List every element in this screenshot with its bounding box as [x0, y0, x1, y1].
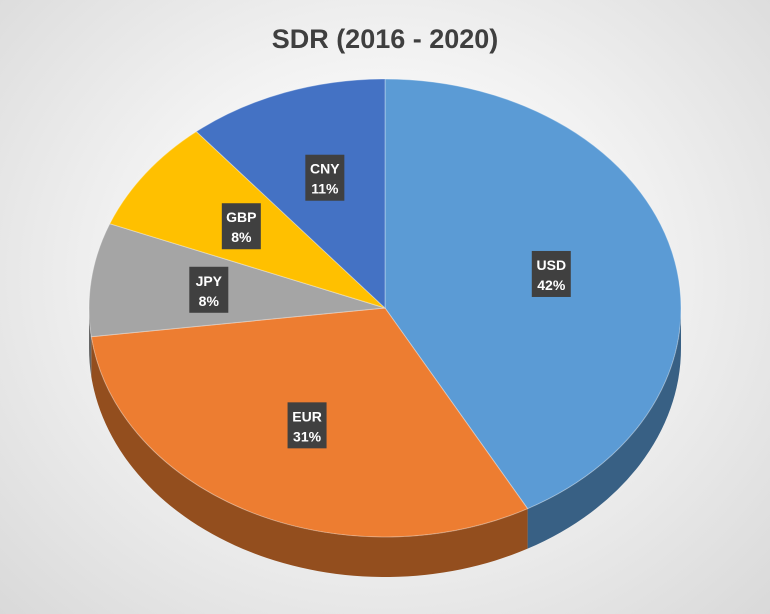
- data-label-category: GBP: [226, 209, 256, 225]
- slice-side-usd: [527, 308, 681, 549]
- data-label-box: [531, 250, 571, 297]
- data-labels: USD 42% EUR 31% JPY 8% GBP 8% CNY 11%: [189, 154, 571, 449]
- data-label-category: USD: [537, 257, 567, 273]
- data-label-value: 8%: [199, 293, 220, 309]
- data-label-value: 8%: [231, 229, 252, 245]
- pie-3d-sides: [89, 308, 681, 577]
- data-label-category: CNY: [310, 161, 340, 177]
- slice-cny: [195, 78, 386, 310]
- slice-side-jpy: [89, 308, 92, 377]
- data-label-cny: CNY 11%: [305, 154, 345, 201]
- data-label-category: JPY: [196, 273, 223, 289]
- data-label-value: 11%: [311, 181, 339, 197]
- data-label-value: 31%: [293, 428, 322, 444]
- data-label-box: [305, 154, 345, 201]
- slice-jpy: [88, 223, 386, 338]
- data-label-category: EUR: [292, 408, 322, 424]
- chart-title: SDR (2016 - 2020): [272, 24, 499, 54]
- data-label-jpy: JPY 8%: [189, 266, 229, 313]
- data-label-box: [189, 266, 229, 313]
- data-label-box: [221, 203, 261, 250]
- slice-side-eur: [91, 336, 528, 577]
- data-label-box: [287, 402, 327, 449]
- data-label-usd: USD 42%: [531, 250, 571, 297]
- data-label-eur: EUR 31%: [287, 402, 327, 449]
- data-label-gbp: GBP 8%: [221, 203, 261, 250]
- data-label-value: 42%: [537, 277, 566, 293]
- pie-slices: [88, 78, 682, 538]
